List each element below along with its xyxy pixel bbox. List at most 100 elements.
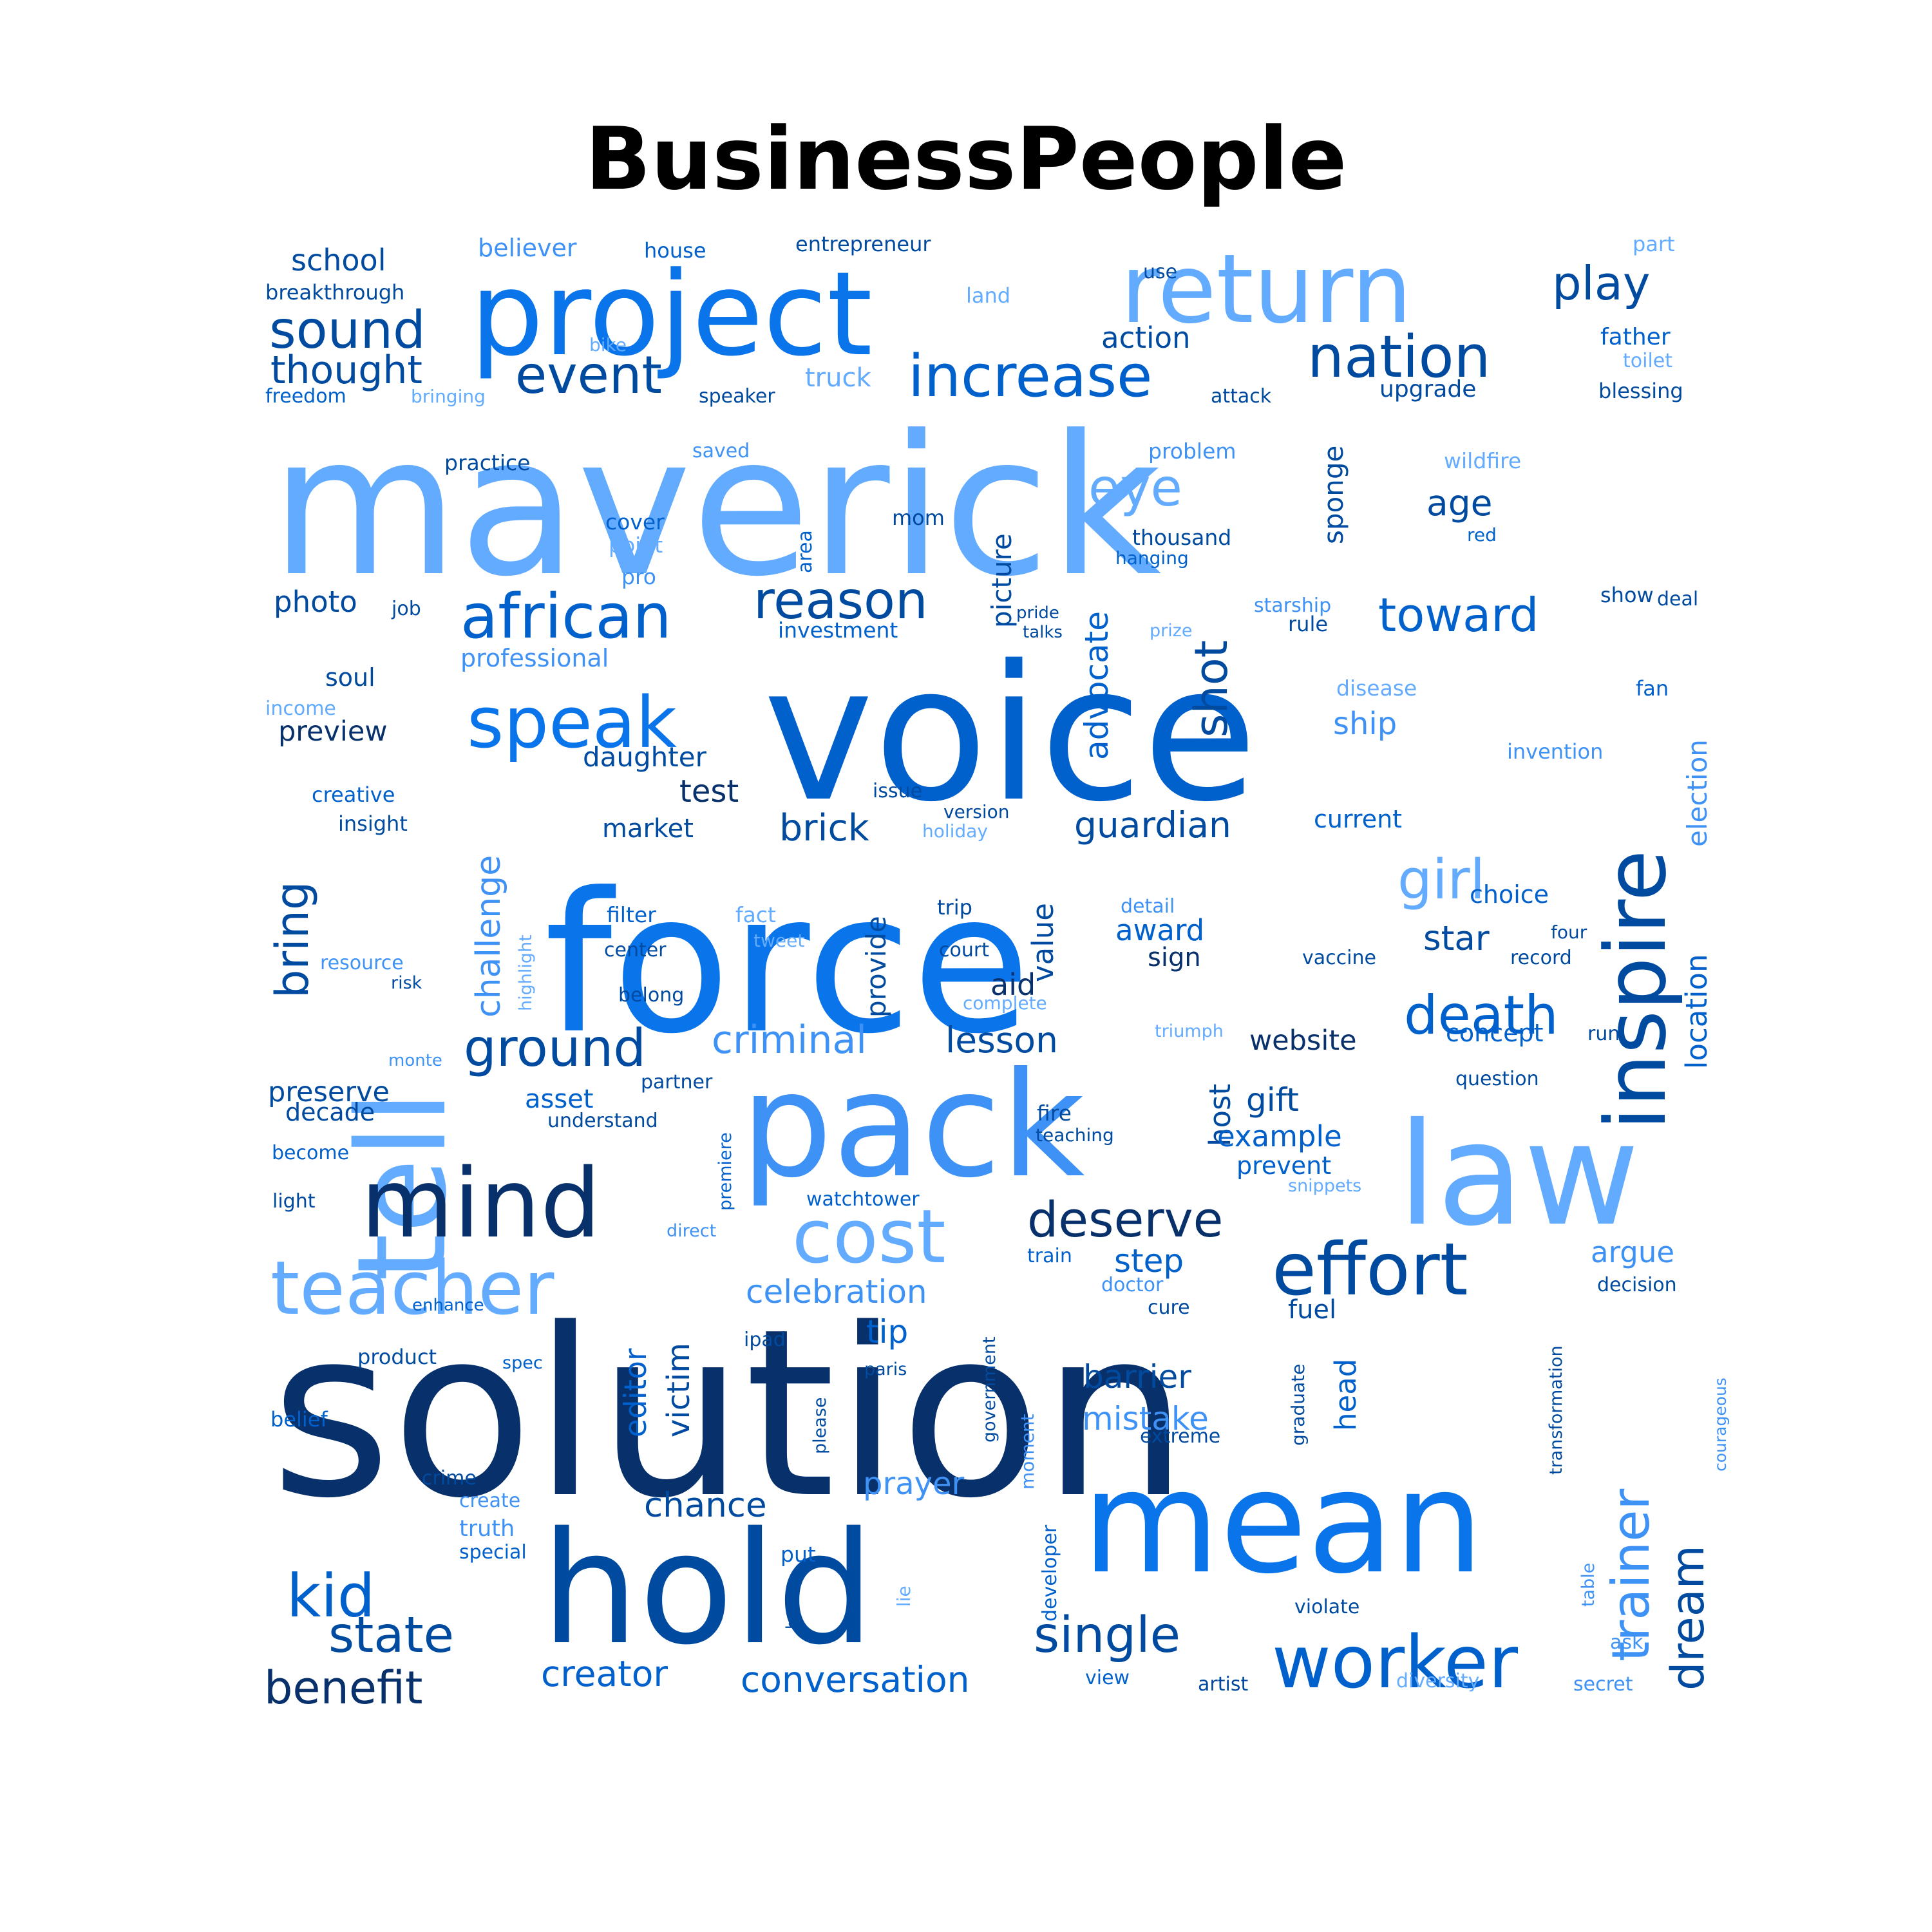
cloud-word-court: court xyxy=(939,939,989,961)
cloud-word-sponge: sponge xyxy=(1318,446,1349,544)
cloud-word-current: current xyxy=(1314,805,1402,833)
cloud-word-please: please xyxy=(810,1397,830,1454)
cloud-word-truth: truth xyxy=(459,1516,515,1542)
cloud-word-secret: secret xyxy=(1573,1673,1633,1696)
cloud-word-asset: asset xyxy=(525,1084,593,1114)
cloud-word-four: four xyxy=(1551,922,1587,943)
cloud-word-part: part xyxy=(1633,232,1675,256)
cloud-word-watchtower: watchtower xyxy=(806,1188,920,1211)
cloud-word-event: event xyxy=(515,345,662,405)
cloud-word-pro: pro xyxy=(621,564,656,589)
cloud-word-invention: invention xyxy=(1507,739,1603,764)
cloud-word-prize: prize xyxy=(1150,621,1193,641)
cloud-word-deserve: deserve xyxy=(1027,1191,1223,1248)
cloud-word-rule: rule xyxy=(1288,612,1328,636)
cloud-word-african: african xyxy=(460,582,672,652)
cloud-word-diversity: diversity xyxy=(1396,1670,1479,1692)
cloud-word-argue: argue xyxy=(1591,1235,1674,1269)
cloud-word-deal: deal xyxy=(1657,588,1698,611)
page-title: BusinessPeople xyxy=(585,109,1347,209)
cloud-word-believer: believer xyxy=(478,234,577,262)
cloud-word-train: train xyxy=(1027,1245,1072,1267)
cloud-word-direct: direct xyxy=(667,1221,716,1241)
cloud-word-problem: problem xyxy=(1148,439,1236,464)
cloud-word-show: show xyxy=(1600,583,1654,607)
cloud-word-view: view xyxy=(1085,1667,1130,1689)
cloud-word-trainer: trainer xyxy=(1601,1489,1661,1662)
cloud-word-tip: tip xyxy=(866,1313,908,1350)
cloud-word-cost: cost xyxy=(792,1194,946,1280)
cloud-word-increase: increase xyxy=(908,343,1152,410)
cloud-word-truck: truck xyxy=(805,363,871,393)
cloud-word-resource: resource xyxy=(320,952,404,974)
cloud-word-aid: aid xyxy=(990,967,1036,1002)
cloud-word-paris: paris xyxy=(864,1359,907,1379)
cloud-word-freedom: freedom xyxy=(265,385,346,408)
cloud-word-concept: concept xyxy=(1446,1019,1544,1047)
cloud-word-table: table xyxy=(1578,1563,1598,1607)
cloud-word-picture: picture xyxy=(986,533,1018,628)
cloud-word-trip: trip xyxy=(937,895,972,920)
cloud-word-guardian: guardian xyxy=(1074,804,1231,846)
cloud-word-head: head xyxy=(1329,1359,1363,1431)
cloud-word-investment: investment xyxy=(778,618,898,643)
cloud-word-become: become xyxy=(272,1142,349,1164)
cloud-word-mind: mind xyxy=(361,1148,601,1259)
cloud-word-attack: attack xyxy=(1211,385,1272,408)
cloud-word-toward: toward xyxy=(1378,588,1539,642)
cloud-word-detail: detail xyxy=(1121,895,1175,918)
cloud-word-light: light xyxy=(272,1190,316,1213)
cloud-word-dream: dream xyxy=(1662,1545,1714,1690)
cloud-word-provide: provide xyxy=(860,916,892,1018)
cloud-word-test: test xyxy=(679,773,739,810)
cloud-word-tweet: tweet xyxy=(753,930,804,951)
cloud-word-fan: fan xyxy=(1636,676,1669,701)
cloud-word-highlight: highlight xyxy=(516,934,536,1011)
cloud-word-voice: voice xyxy=(763,626,1257,843)
cloud-word-moment: moment xyxy=(1017,1414,1038,1490)
cloud-word-use: use xyxy=(1143,261,1177,283)
cloud-word-teaching: teaching xyxy=(1036,1124,1114,1146)
cloud-word-photo: photo xyxy=(274,585,357,619)
cloud-word-pack: pack xyxy=(741,1041,1085,1210)
cloud-word-cure: cure xyxy=(1148,1296,1190,1319)
cloud-word-point: point xyxy=(609,533,663,558)
cloud-word-house: house xyxy=(644,238,706,263)
cloud-word-spec: spec xyxy=(502,1353,543,1373)
cloud-word-value: value xyxy=(1026,903,1060,982)
cloud-word-sound: sound xyxy=(269,300,426,360)
cloud-word-lesson: lesson xyxy=(945,1019,1058,1061)
cloud-word-ask: ask xyxy=(1610,1631,1643,1654)
cloud-word-income: income xyxy=(265,697,336,720)
cloud-word-father: father xyxy=(1600,324,1671,350)
cloud-word-market: market xyxy=(602,814,694,844)
cloud-word-thousand: thousand xyxy=(1132,525,1231,550)
cloud-word-star: star xyxy=(1423,919,1490,958)
cloud-word-hold: hold xyxy=(541,1499,875,1679)
cloud-word-snippets: snippets xyxy=(1288,1176,1361,1196)
cloud-word-upgrade: upgrade xyxy=(1379,376,1476,402)
cloud-word-thought: thought xyxy=(270,348,422,393)
cloud-word-special: special xyxy=(459,1541,527,1564)
cloud-word-monte: monte xyxy=(388,1051,442,1070)
cloud-word-action: action xyxy=(1101,321,1191,355)
cloud-word-product: product xyxy=(357,1345,437,1369)
cloud-word-holiday: holiday xyxy=(922,820,988,842)
cloud-word-chance: chance xyxy=(644,1486,767,1525)
cloud-word-fire: fire xyxy=(1037,1101,1072,1126)
cloud-word-extreme: extreme xyxy=(1140,1425,1220,1448)
cloud-word-center: center xyxy=(604,939,667,961)
cloud-word-return: return xyxy=(1121,234,1412,345)
cloud-word-state: state xyxy=(328,1607,454,1664)
cloud-word-red: red xyxy=(1467,524,1497,545)
cloud-word-project: project xyxy=(470,247,873,382)
cloud-word-practice: practice xyxy=(444,450,530,475)
cloud-word-website: website xyxy=(1249,1025,1357,1057)
cloud-word-brick: brick xyxy=(779,807,869,849)
cloud-word-crime: crime xyxy=(422,1467,477,1490)
cloud-word-school: school xyxy=(291,243,386,278)
cloud-word-inspire: inspire xyxy=(1587,850,1685,1130)
cloud-word-bike: bike xyxy=(589,334,627,355)
cloud-word-mean: mean xyxy=(1082,1440,1484,1605)
cloud-word-law: law xyxy=(1397,1092,1640,1257)
